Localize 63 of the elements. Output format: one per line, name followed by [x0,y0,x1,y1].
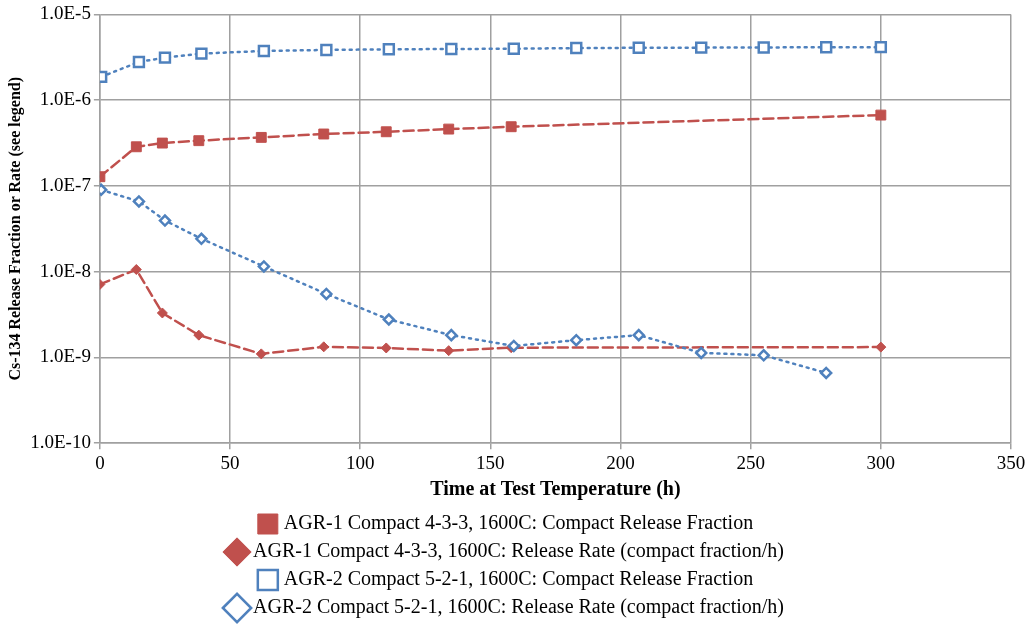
point [875,341,887,353]
point [257,44,271,58]
point [874,40,888,54]
point [443,345,455,357]
y-tick-label: 1.0E-7 [39,173,91,195]
point [382,43,396,56]
point [193,329,205,341]
x-tick-label: 100 [345,451,375,473]
point [195,232,208,246]
point [380,126,392,138]
point [757,349,770,362]
point [130,264,142,276]
x-tick-label: 250 [736,451,765,473]
point [507,42,520,55]
x-tick-label: 200 [606,451,635,473]
point [445,328,458,342]
point [130,141,142,153]
point [132,55,146,69]
point [570,333,583,347]
point [320,287,333,301]
legend-label: AGR-2 Compact 5-2-1, 1600C: Compact Release Fraction [283,567,754,591]
point [875,109,887,121]
point [695,41,708,54]
point [819,366,833,380]
x-tick-label: 350 [996,451,1026,473]
point [158,214,172,227]
point [570,41,583,55]
x-tick-label: 0 [95,451,105,473]
x-tick-label: 150 [476,451,505,473]
point [193,135,205,147]
y-tick-label: 1.0E-8 [39,259,91,281]
y-tick-label: 1.0E-10 [30,431,91,453]
point [505,121,517,133]
y-tick-label: 1.0E-6 [39,88,91,110]
legend-label: AGR-1 Compact 4-3-3, 1600C: Compact Release Fraction [283,511,754,535]
point [156,307,168,319]
point [158,51,172,64]
point [255,348,267,360]
y-axis-title: Cs-134 Release Fraction or Rate (see legend) [5,76,24,381]
point [694,346,708,360]
y-tick-label: 1.0E-5 [39,2,91,24]
point [757,41,770,54]
point [132,195,146,208]
point [195,47,208,60]
point [443,123,455,135]
point [255,131,267,143]
point [156,137,168,149]
point [257,260,271,273]
point [445,42,458,56]
point [318,341,330,353]
point [382,313,396,326]
point [632,328,645,342]
x-tick-label: 300 [866,451,896,473]
point [507,339,521,353]
legend-label: AGR-2 Compact 5-2-1, 1600C: Release Rate (compact fraction/h) [253,595,784,619]
point [320,43,333,57]
y-tick-label: 1.0E-9 [39,345,91,367]
legend-label: AGR-1 Compact 4-3-3, 1600C: Release Rate (compact fraction/h) [253,539,784,563]
x-axis-title: Time at Test Temperature (h) [430,477,681,501]
point [632,41,645,54]
point [318,128,330,140]
x-tick-label: 50 [220,451,240,473]
point [819,41,833,54]
